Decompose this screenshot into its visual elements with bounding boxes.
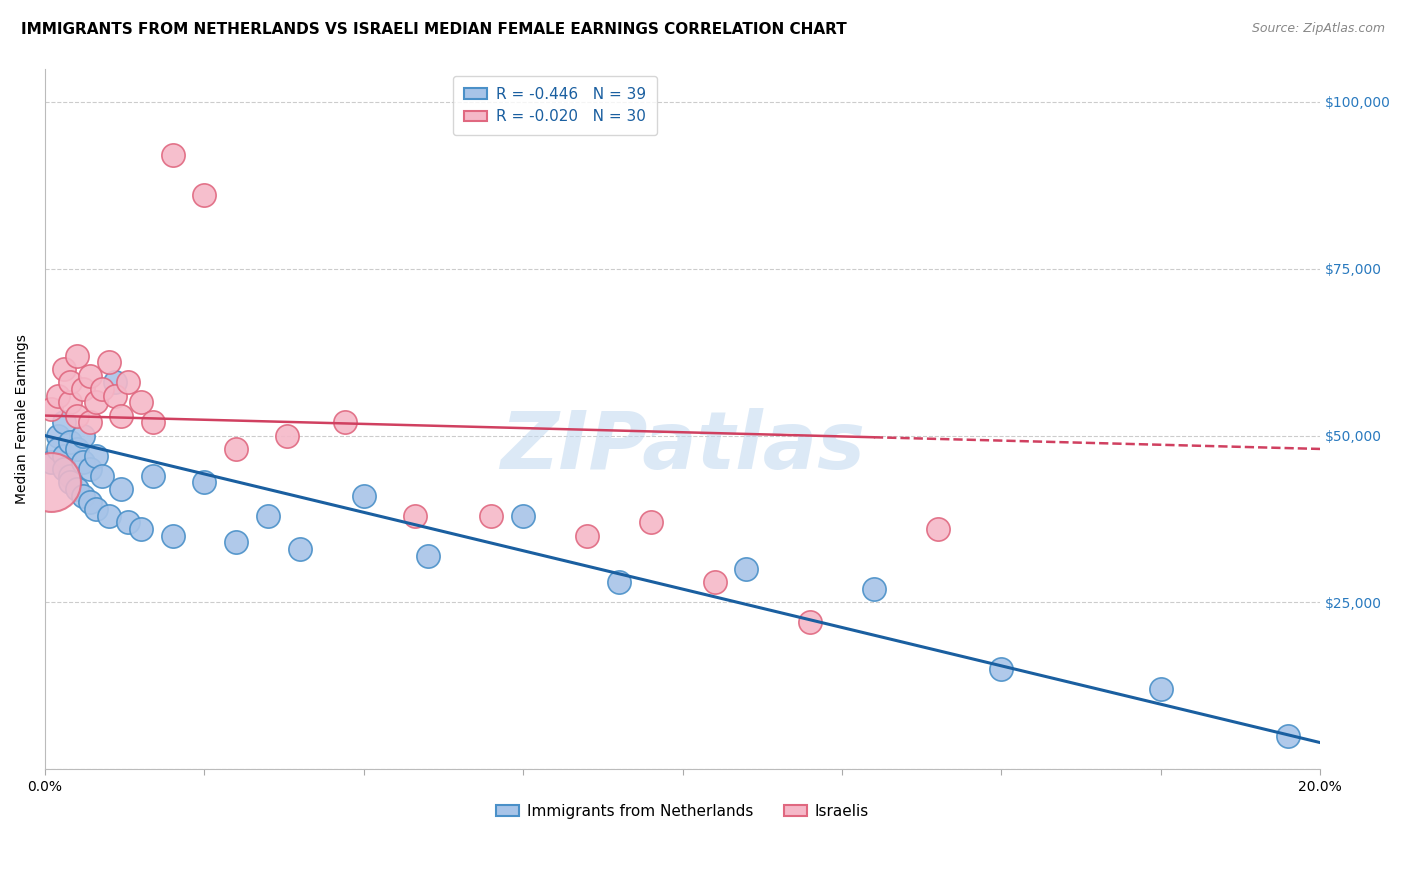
- Text: Source: ZipAtlas.com: Source: ZipAtlas.com: [1251, 22, 1385, 36]
- Point: [59, 468, 82, 483]
- Point: [53, 449, 76, 463]
- Point: [46, 442, 69, 456]
- Point: [110, 409, 132, 423]
- Point: [53, 362, 76, 376]
- Point: [91, 382, 114, 396]
- Point: [53, 462, 76, 476]
- Point: [66, 442, 89, 456]
- Point: [84, 502, 107, 516]
- Point: [225, 535, 247, 549]
- Point: [46, 388, 69, 402]
- Point: [640, 516, 662, 530]
- Point: [66, 409, 89, 423]
- Point: [72, 382, 94, 396]
- Point: [990, 662, 1012, 676]
- Point: [66, 482, 89, 496]
- Point: [288, 542, 311, 557]
- Text: ZIPatlas: ZIPatlas: [501, 408, 865, 486]
- Point: [927, 522, 949, 536]
- Point: [79, 495, 101, 509]
- Point: [41, 475, 63, 490]
- Point: [142, 468, 165, 483]
- Text: IMMIGRANTS FROM NETHERLANDS VS ISRAELI MEDIAN FEMALE EARNINGS CORRELATION CHART: IMMIGRANTS FROM NETHERLANDS VS ISRAELI M…: [21, 22, 846, 37]
- Point: [735, 562, 758, 576]
- Point: [84, 449, 107, 463]
- Point: [142, 415, 165, 429]
- Point: [129, 395, 152, 409]
- Point: [59, 435, 82, 450]
- Point: [79, 368, 101, 383]
- Point: [79, 462, 101, 476]
- Point: [59, 395, 82, 409]
- Point: [41, 401, 63, 416]
- Point: [117, 516, 139, 530]
- Point: [53, 415, 76, 429]
- Point: [104, 375, 127, 389]
- Point: [1150, 682, 1173, 697]
- Point: [333, 415, 356, 429]
- Point: [479, 508, 502, 523]
- Point: [162, 148, 184, 162]
- Point: [225, 442, 247, 456]
- Point: [117, 375, 139, 389]
- Point: [66, 349, 89, 363]
- Point: [1277, 729, 1299, 743]
- Point: [72, 428, 94, 442]
- Point: [799, 615, 821, 630]
- Point: [863, 582, 886, 596]
- Point: [79, 415, 101, 429]
- Point: [41, 455, 63, 469]
- Point: [512, 508, 534, 523]
- Point: [104, 388, 127, 402]
- Point: [162, 529, 184, 543]
- Point: [193, 188, 215, 202]
- Point: [276, 428, 298, 442]
- Point: [353, 489, 375, 503]
- Point: [404, 508, 426, 523]
- Point: [416, 549, 439, 563]
- Point: [72, 455, 94, 469]
- Point: [59, 375, 82, 389]
- Point: [607, 575, 630, 590]
- Point: [97, 508, 120, 523]
- Point: [257, 508, 280, 523]
- Point: [129, 522, 152, 536]
- Point: [97, 355, 120, 369]
- Point: [110, 482, 132, 496]
- Y-axis label: Median Female Earnings: Median Female Earnings: [15, 334, 30, 504]
- Point: [575, 529, 598, 543]
- Point: [703, 575, 725, 590]
- Point: [72, 489, 94, 503]
- Point: [46, 428, 69, 442]
- Point: [91, 468, 114, 483]
- Point: [193, 475, 215, 490]
- Point: [84, 395, 107, 409]
- Point: [59, 475, 82, 490]
- Legend: Immigrants from Netherlands, Israelis: Immigrants from Netherlands, Israelis: [491, 797, 875, 825]
